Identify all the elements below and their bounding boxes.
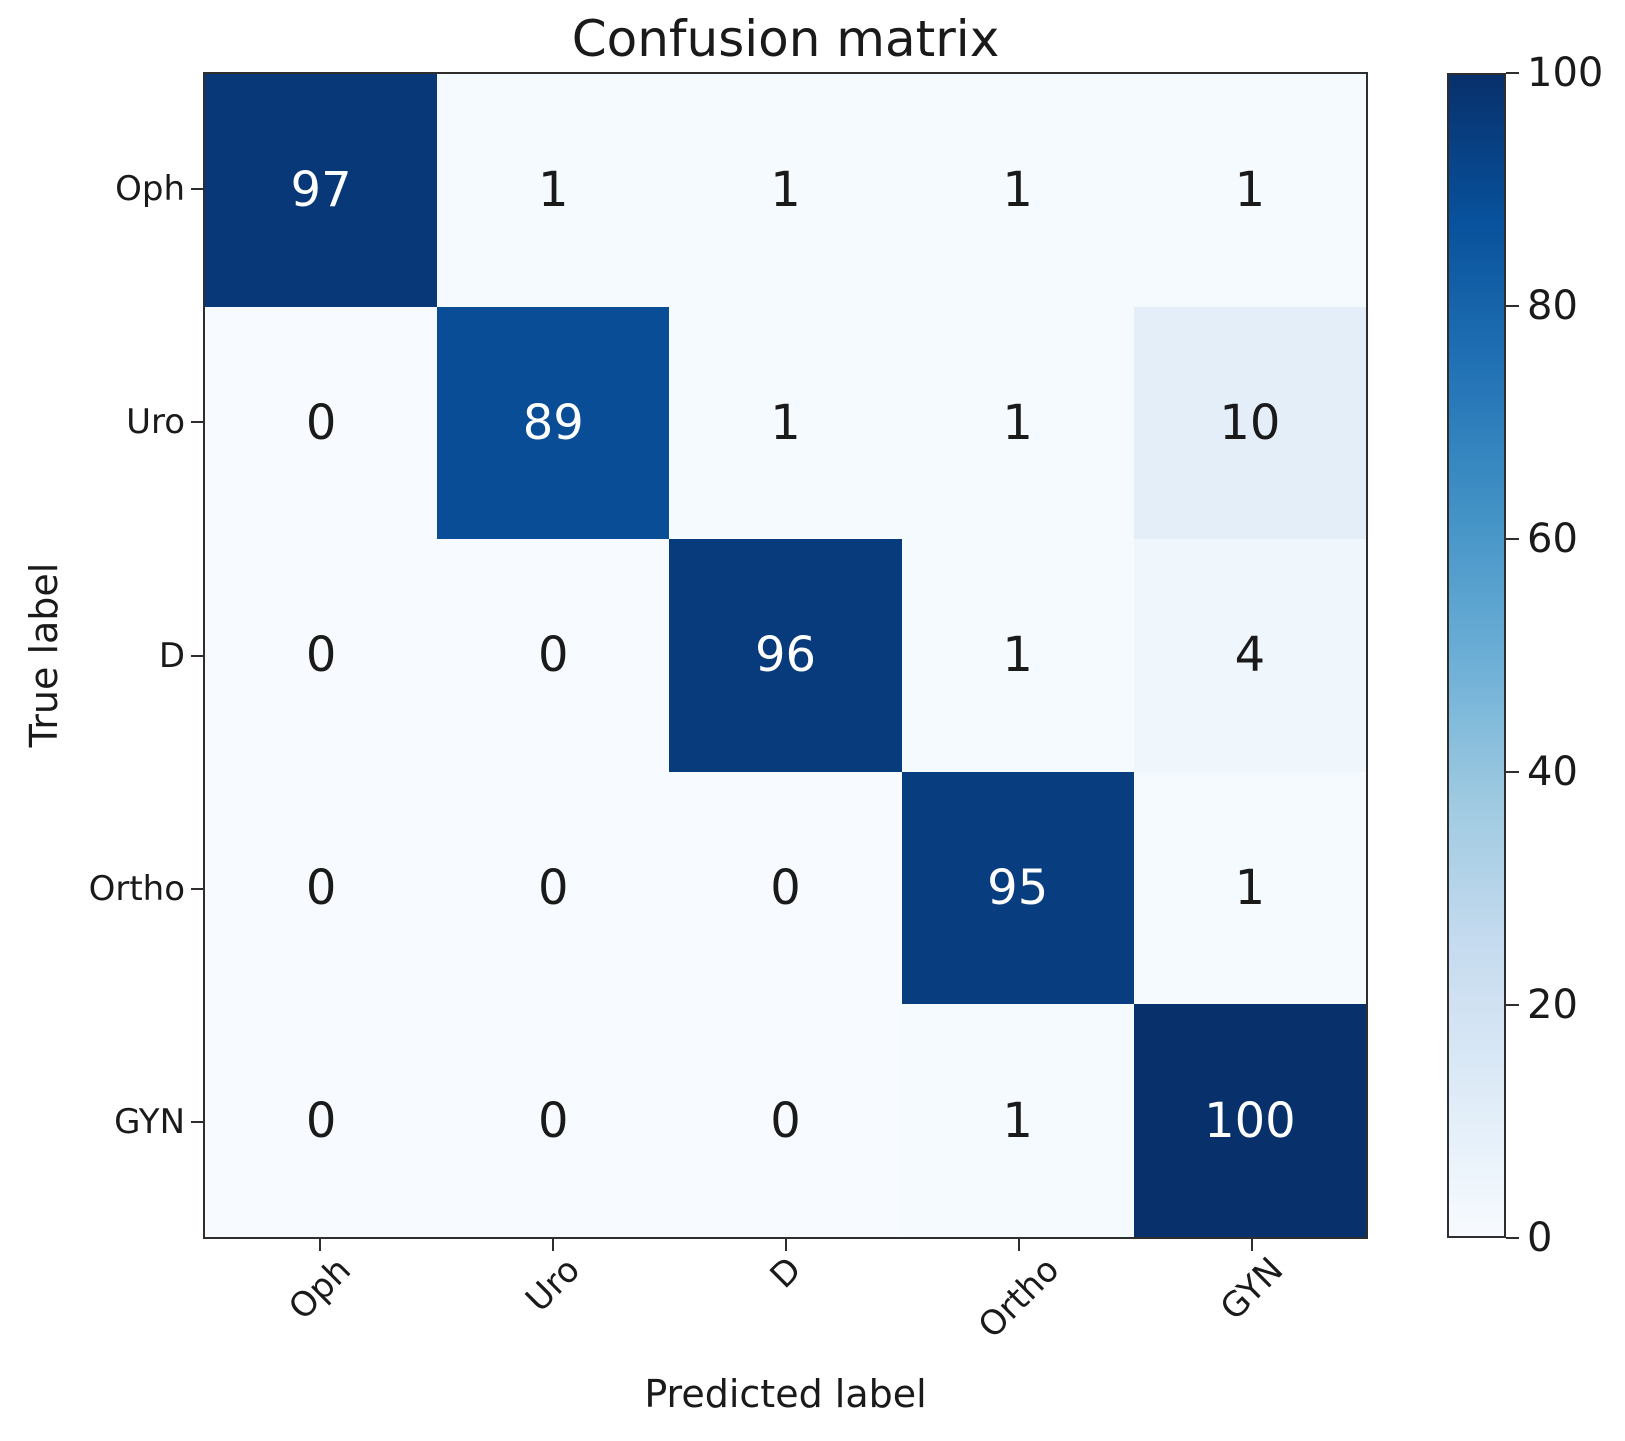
heatmap-plot-area: 97 1 1 1 1 0 89 1 1 10 0 0 96 1 4 0 0 0 95 1 0 0 0 1 100 xyxy=(203,72,1368,1239)
colorbar-tick-label: 0 xyxy=(1527,1215,1553,1261)
matrix-cell: 1 xyxy=(901,1004,1134,1237)
colorbar-tick-label: 40 xyxy=(1527,749,1578,795)
matrix-cell: 1 xyxy=(669,306,902,540)
colorbar-tick-mark xyxy=(1506,771,1519,773)
matrix-cell: 4 xyxy=(1133,539,1366,772)
chart-title: Confusion matrix xyxy=(571,10,1000,68)
colorbar-gradient xyxy=(1449,75,1504,1236)
matrix-cell: 10 xyxy=(1133,306,1366,540)
y-tick-label: Oph xyxy=(115,168,185,209)
colorbar-tick-label: 80 xyxy=(1527,283,1578,329)
x-tick-mark xyxy=(784,1239,787,1251)
colorbar-tick-label: 100 xyxy=(1527,50,1604,96)
y-tick-label: Uro xyxy=(126,402,185,443)
x-tick-label: Ortho xyxy=(970,1249,1067,1347)
colorbar-tick-label: 60 xyxy=(1527,516,1578,562)
matrix-cell: 95 xyxy=(901,771,1134,1005)
colorbar-tick-mark xyxy=(1506,72,1519,74)
colorbar xyxy=(1447,73,1506,1238)
y-tick-label: GYN xyxy=(114,1102,185,1143)
x-tick-mark xyxy=(551,1239,554,1251)
matrix-cell: 1 xyxy=(669,74,902,307)
y-tick-mark xyxy=(191,654,203,657)
matrix-cell: 1 xyxy=(1133,771,1366,1005)
matrix-cell: 1 xyxy=(901,306,1134,540)
colorbar-tick-label: 20 xyxy=(1527,982,1578,1028)
colorbar-tick-mark xyxy=(1506,305,1519,307)
x-tick-mark xyxy=(318,1239,321,1251)
colorbar-tick-mark xyxy=(1506,538,1519,540)
matrix-cell: 0 xyxy=(205,771,438,1005)
colorbar-tick-mark xyxy=(1506,1237,1519,1239)
y-tick-mark xyxy=(191,1121,203,1124)
colorbar-tick-mark xyxy=(1506,1004,1519,1006)
y-tick-mark xyxy=(191,421,203,424)
matrix-cell: 0 xyxy=(205,539,438,772)
x-tick-mark xyxy=(1017,1239,1020,1251)
matrix-cell: 96 xyxy=(669,539,902,772)
matrix-cell: 1 xyxy=(1133,74,1366,307)
matrix-cell: 0 xyxy=(205,1004,438,1237)
y-axis-label: True label xyxy=(22,562,66,748)
y-tick-mark xyxy=(191,187,203,190)
y-tick-label: D xyxy=(158,635,185,676)
matrix-cell: 1 xyxy=(437,74,670,307)
matrix-cell: 1 xyxy=(901,539,1134,772)
matrix-cell: 0 xyxy=(205,306,438,540)
matrix-cell: 100 xyxy=(1133,1004,1366,1237)
x-tick-label: Uro xyxy=(517,1250,588,1320)
x-tick-label: GYN xyxy=(1212,1250,1291,1329)
matrix-cell: 0 xyxy=(437,1004,670,1237)
matrix-cell: 0 xyxy=(437,771,670,1005)
y-tick-label: Ortho xyxy=(88,868,185,909)
matrix-cell: 0 xyxy=(437,539,670,772)
x-axis-label: Predicted label xyxy=(644,1372,927,1416)
matrix-cell: 89 xyxy=(437,306,670,540)
x-tick-label: D xyxy=(762,1249,809,1297)
x-tick-mark xyxy=(1250,1239,1253,1251)
y-tick-mark xyxy=(191,887,203,890)
matrix-cell: 97 xyxy=(205,74,438,307)
matrix-cell: 0 xyxy=(669,1004,902,1237)
x-tick-label: Oph xyxy=(280,1250,359,1328)
matrix-cell: 0 xyxy=(669,771,902,1005)
matrix-cell: 1 xyxy=(901,74,1134,307)
